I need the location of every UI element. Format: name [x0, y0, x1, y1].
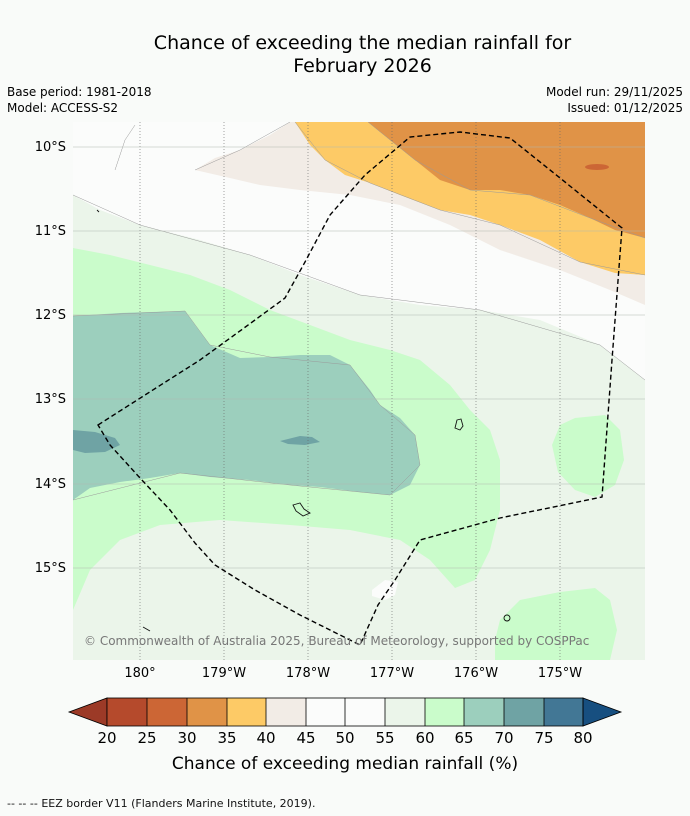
- colorbar-tick: 80: [573, 729, 592, 747]
- issued-date: Issued: 01/12/2025: [567, 101, 683, 115]
- lon-label: 180°: [124, 666, 155, 681]
- eez-border: [97, 131, 623, 646]
- lat-label: 13°S: [35, 392, 66, 407]
- footer-legend: -- -- -- EEZ border V11 (Flanders Marine…: [7, 797, 315, 810]
- lon-label: 179°W: [202, 666, 246, 681]
- lat-label: 11°S: [35, 224, 66, 239]
- colorbar-ticks: 20 25 30 35 40 45 50 55 60 65 70 75 80: [97, 729, 592, 747]
- lat-label: 15°S: [35, 561, 66, 576]
- map-title: Chance of exceeding the median rainfall …: [0, 32, 690, 78]
- lat-labels: 10°S 11°S 12°S 13°S 14°S 15°S: [35, 140, 66, 576]
- colorbar-swatch: [107, 698, 147, 726]
- lat-label: 12°S: [35, 308, 66, 323]
- model-run: Model run: 29/11/2025: [545, 85, 683, 99]
- colorbar-tick: 20: [97, 729, 116, 747]
- colorbar-tick: 60: [415, 729, 434, 747]
- lon-labels: 180° 179°W 178°W 177°W 176°W 175°W: [124, 666, 582, 681]
- colorbar-tick: 45: [296, 729, 315, 747]
- colorbar-extend-low: [67, 697, 108, 727]
- colorbar-tick: 40: [256, 729, 275, 747]
- lon-label: 177°W: [370, 666, 414, 681]
- lat-label: 14°S: [35, 477, 66, 492]
- zone-60-65-south: [495, 588, 617, 660]
- lon-label: 178°W: [286, 666, 330, 681]
- colorbar-swatch: [345, 698, 385, 726]
- colorbar-swatch: [227, 698, 266, 726]
- colorbar-swatch: [187, 698, 227, 726]
- colorbar-label: Chance of exceeding median rainfall (%): [171, 754, 519, 774]
- colorbar-tick: 75: [534, 729, 553, 747]
- colorbar-tick: 35: [217, 729, 236, 747]
- colorbar: 20 25 30 35 40 45 50 55 60 65 70 75 80: [67, 697, 623, 747]
- eez-legend-symbol: -- -- --: [7, 797, 38, 810]
- zone-60-65-east: [552, 415, 624, 497]
- map-area: © Commonwealth of Australia 2025, Bureau…: [73, 122, 645, 660]
- lat-label: 10°S: [35, 140, 66, 155]
- colorbar-tick: 55: [375, 729, 394, 747]
- colorbar-swatch: [425, 698, 464, 726]
- copyright-text: © Commonwealth of Australia 2025, Bureau…: [84, 634, 589, 648]
- zone-25-30-spot: [585, 164, 609, 170]
- parallel-lines: [73, 146, 645, 569]
- zone-70-75-center: [280, 436, 320, 445]
- colorbar-tick: 65: [454, 729, 473, 747]
- title-line-2: February 2026: [293, 55, 432, 77]
- colorbar-swatch: [306, 698, 345, 726]
- colorbar-swatch: [544, 698, 583, 726]
- eez-legend-text: EEZ border V11 (Flanders Marine Institut…: [41, 797, 316, 810]
- colorbar-extend-high: [582, 697, 623, 727]
- lon-label: 176°W: [454, 666, 498, 681]
- model-name: Model: ACCESS-S2: [7, 101, 119, 115]
- colorbar-swatch: [147, 698, 187, 726]
- zone-70-75-west: [73, 430, 120, 453]
- colorbar-tick: 25: [137, 729, 156, 747]
- colorbar-swatch: [266, 698, 306, 726]
- colorbar-tick: 30: [177, 729, 196, 747]
- title-line-1: Chance of exceeding the median rainfall …: [153, 32, 572, 54]
- meta-right: Model run: 29/11/2025 Issued: 01/12/2025: [546, 84, 683, 116]
- colorbar-tick: 70: [494, 729, 513, 747]
- base-period: Base period: 1981-2018: [7, 85, 152, 99]
- colorbar-swatch: [464, 698, 504, 726]
- zone-65-70: [73, 311, 420, 500]
- lon-label: 175°W: [538, 666, 582, 681]
- island-outlines: [96, 209, 511, 632]
- colorbar-swatch: [385, 698, 425, 726]
- meta-left: Base period: 1981-2018 Model: ACCESS-S2: [7, 84, 152, 116]
- zone-30-35: [368, 122, 645, 238]
- colorbar-swatch: [504, 698, 544, 726]
- colorbar-tick: 50: [335, 729, 354, 747]
